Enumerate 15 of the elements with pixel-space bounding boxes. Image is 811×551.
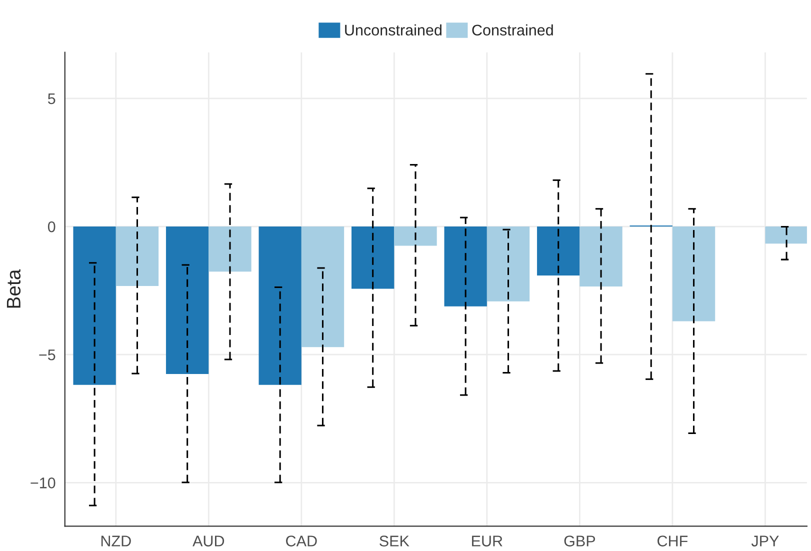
y-tick-label: −10 [30, 478, 56, 488]
x-tick-label: CAD [286, 536, 317, 546]
x-tick-label: JPY [751, 536, 779, 546]
x-tick-label: CHF [658, 536, 688, 546]
x-tick-label: NZD [101, 536, 131, 546]
x-tick-label: EUR [472, 536, 502, 546]
y-tick-label: 0 [48, 221, 56, 232]
y-tick-label: −5 [39, 350, 56, 360]
y-tick-label: 5 [48, 93, 56, 104]
x-tick-label: GBP [564, 536, 596, 546]
y-axis-title: Beta [6, 269, 21, 308]
legend-label: Unconstrained [345, 24, 442, 36]
x-tick-label: SEK [380, 536, 410, 546]
legend-label: Constrained [472, 24, 553, 36]
x-tick-label: AUD [192, 536, 224, 546]
